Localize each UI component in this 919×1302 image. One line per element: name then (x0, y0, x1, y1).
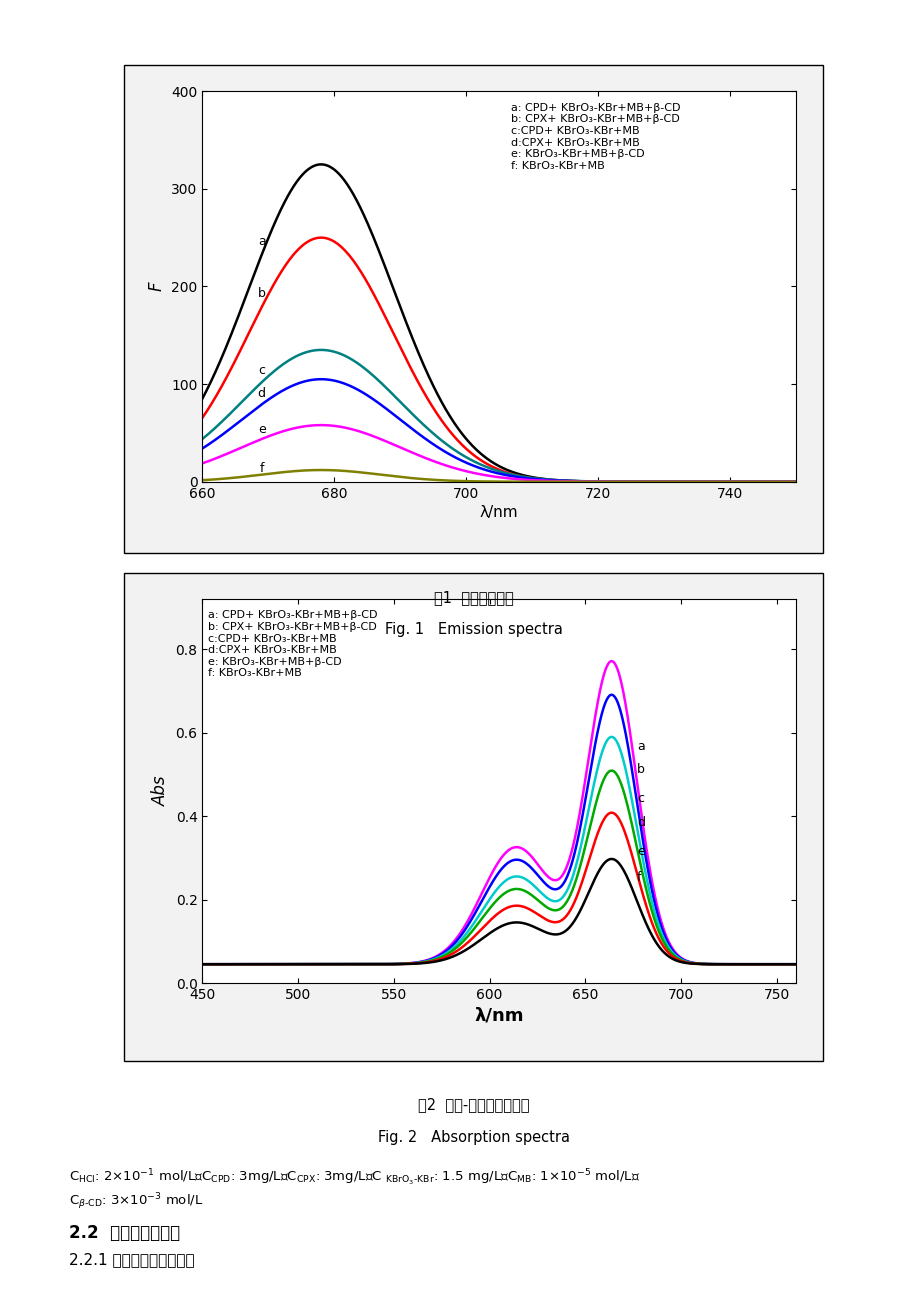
Text: d: d (636, 815, 644, 828)
Text: a: CPD+ KBrO₃-KBr+MB+β-CD
b: CPX+ KBrO₃-KBr+MB+β-CD
c:CPD+ KBrO₃-KBr+MB
d:CPX+ K: a: CPD+ KBrO₃-KBr+MB+β-CD b: CPX+ KBrO₃-… (208, 611, 378, 678)
Text: e: e (257, 423, 266, 436)
Text: a: a (257, 234, 266, 247)
Text: a: a (636, 740, 644, 753)
Text: 2.2  实验条件的优化: 2.2 实验条件的优化 (69, 1224, 180, 1242)
Text: a: CPD+ KBrO₃-KBr+MB+β-CD
b: CPX+ KBrO₃-KBr+MB+β-CD
c:CPD+ KBrO₃-KBr+MB
d:CPX+ K: a: CPD+ KBrO₃-KBr+MB+β-CD b: CPX+ KBrO₃-… (510, 103, 680, 171)
X-axis label: λ/nm: λ/nm (480, 505, 517, 519)
Text: 图1  荧光发射光谱: 图1 荧光发射光谱 (434, 590, 513, 605)
Text: d: d (257, 387, 266, 400)
Y-axis label: F: F (147, 281, 165, 292)
X-axis label: λ/nm: λ/nm (474, 1006, 523, 1025)
Text: b: b (636, 763, 644, 776)
Y-axis label: Abs: Abs (152, 776, 170, 806)
Text: 图2  紫外-可见吸收光谱图: 图2 紫外-可见吸收光谱图 (417, 1098, 529, 1113)
Text: b: b (257, 288, 266, 301)
Text: f: f (259, 462, 264, 475)
Text: Fig. 1   Emission spectra: Fig. 1 Emission spectra (384, 622, 562, 638)
Text: f: f (636, 871, 641, 884)
Text: 2.2.1 反应介质及酸度确定: 2.2.1 反应介质及酸度确定 (69, 1253, 195, 1268)
Text: C$_{\rm HCl}$: 2$\times$10$^{-1}$ mol/L；C$_{\rm CPD}$: 3mg/L；C$_{\rm CPX}$: 3mg/: C$_{\rm HCl}$: 2$\times$10$^{-1}$ mol/L；… (69, 1168, 640, 1187)
Text: Fig. 2   Absorption spectra: Fig. 2 Absorption spectra (378, 1130, 569, 1146)
Text: c: c (636, 792, 643, 805)
Text: C$_{\beta\text{-CD}}$: 3$\times$10$^{-3}$ mol/L: C$_{\beta\text{-CD}}$: 3$\times$10$^{-3}… (69, 1191, 203, 1212)
Text: c: c (258, 365, 265, 378)
Text: e: e (636, 845, 644, 858)
